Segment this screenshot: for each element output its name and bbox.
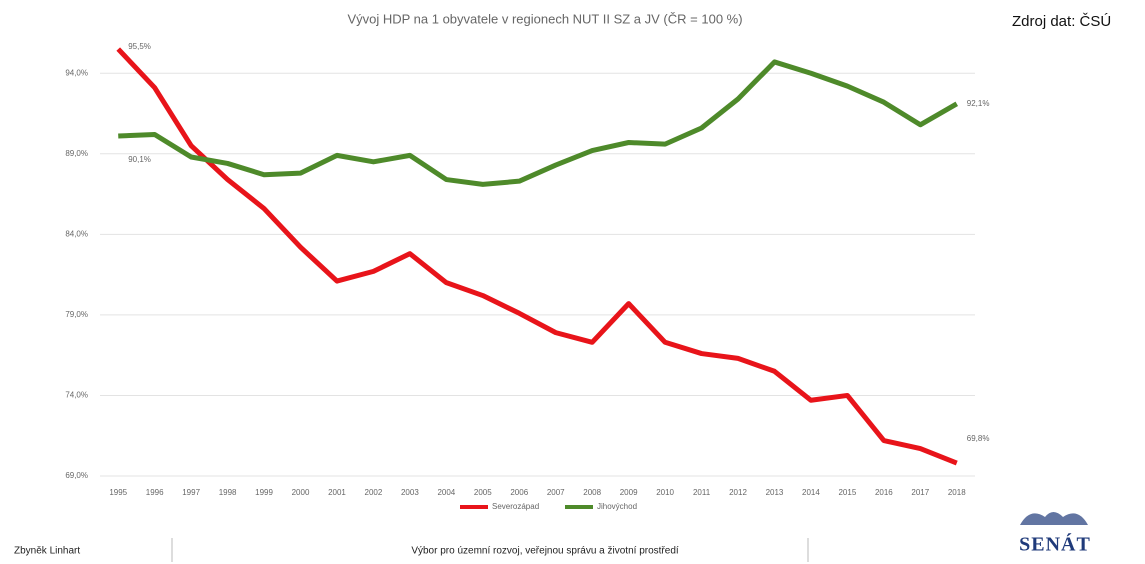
x-tick-label: 2008 (583, 488, 601, 497)
chart-title: Vývoj HDP na 1 obyvatele v regionech NUT… (347, 11, 742, 26)
x-tick-label: 1998 (219, 488, 237, 497)
x-tick-label: 2012 (729, 488, 747, 497)
x-tick-label: 1999 (255, 488, 273, 497)
x-tick-label: 2017 (911, 488, 929, 497)
x-tick-label: 2005 (474, 488, 492, 497)
legend-label: Jihovýchod (597, 502, 637, 511)
x-tick-label: 2004 (437, 488, 455, 497)
x-tick-label: 1997 (182, 488, 200, 497)
data-label: 90,1% (128, 155, 151, 164)
data-label: 92,1% (967, 99, 990, 108)
x-tick-label: 2016 (875, 488, 893, 497)
x-tick-label: 2013 (766, 488, 784, 497)
data-label: 95,5% (128, 42, 151, 51)
x-tick-label: 2010 (656, 488, 674, 497)
series-line (116, 47, 958, 466)
x-tick-label: 2007 (547, 488, 565, 497)
y-tick-label: 74,0% (65, 391, 88, 400)
x-tick-label: 1995 (109, 488, 127, 497)
x-tick-label: 2003 (401, 488, 419, 497)
x-tick-label: 1996 (146, 488, 164, 497)
y-tick-label: 89,0% (65, 149, 88, 158)
x-tick-label: 2018 (948, 488, 966, 497)
author: Zbyněk Linhart (14, 546, 80, 557)
committee: Výbor pro územní rozvoj, veřejnou správu… (411, 546, 679, 557)
x-tick-label: 2015 (838, 488, 856, 497)
y-tick-label: 84,0% (65, 229, 88, 238)
series-line (118, 59, 959, 187)
logo: SENÁT (1019, 533, 1091, 556)
x-tick-label: 2000 (292, 488, 310, 497)
y-tick-label: 69,0% (65, 471, 88, 480)
legend-label: Severozápad (492, 502, 539, 511)
x-tick-label: 2006 (510, 488, 528, 497)
x-tick-label: 2011 (693, 488, 711, 497)
x-tick-label: 2009 (620, 488, 638, 497)
x-tick-label: 2002 (365, 488, 383, 497)
source: Zdroj dat: ČSÚ (1012, 13, 1111, 30)
logo-emblem (1020, 512, 1088, 525)
y-tick-label: 94,0% (65, 68, 88, 77)
y-tick-label: 79,0% (65, 310, 88, 319)
x-tick-label: 2001 (328, 488, 346, 497)
data-label: 69,8% (967, 434, 990, 443)
x-tick-label: 2014 (802, 488, 820, 497)
